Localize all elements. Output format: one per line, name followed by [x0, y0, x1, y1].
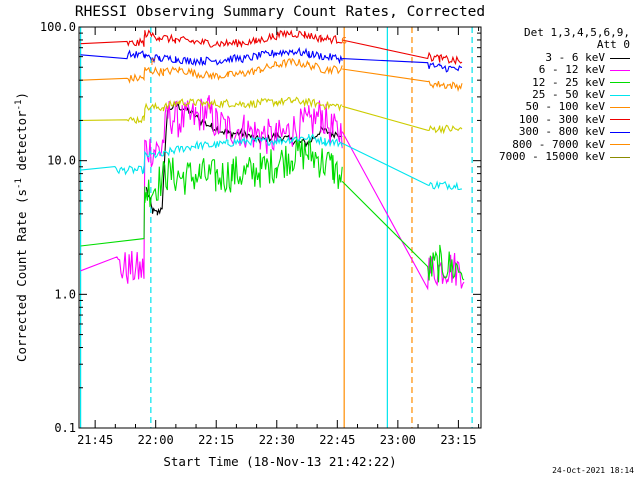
- y-axis-label: Corrected Count Rate (s-1 detector-1): [14, 92, 29, 362]
- x-tick-label-2: 22:15: [198, 433, 234, 447]
- y-tick-label-2: 10.0: [47, 154, 76, 168]
- y-tick-label-0: 0.1: [54, 421, 76, 435]
- legend-label: 300 - 800 keV: [518, 125, 605, 139]
- x-tick-label-0: 21:45: [77, 433, 113, 447]
- annotation-0: F: [150, 58, 155, 68]
- x-tick-label-5: 23:00: [380, 433, 416, 447]
- legend-entry: 7000 - 15000 keV: [470, 149, 630, 163]
- legend-header-2: Att 0: [596, 38, 630, 52]
- legend-entry: 300 - 800 keV: [470, 125, 630, 139]
- legend-label: 6 - 12 keV: [538, 63, 605, 77]
- legend-swatch: [610, 57, 630, 59]
- series-line-5: [80, 58, 463, 92]
- x-tick-label-6: 23:15: [440, 433, 476, 447]
- legend-swatch: [610, 82, 630, 84]
- legend-entry: 6 - 12 keV: [470, 63, 630, 77]
- x-tick-label-4: 22:45: [319, 433, 355, 447]
- annotation-1: G: [341, 37, 346, 47]
- x-tick-label-3: 22:30: [259, 433, 295, 447]
- legend-label: 7000 - 15000 keV: [499, 149, 605, 163]
- legend-swatch: [610, 144, 630, 146]
- y-tick-label-3: 100.0: [40, 20, 76, 34]
- legend-swatch: [610, 131, 630, 133]
- legend: Det 1,3,4,5,6,9, Att 0 3 - 6 keV 6 - 12 k…: [470, 26, 630, 163]
- legend-swatch: [610, 119, 630, 121]
- y-tick-label-1: 1.0: [54, 287, 76, 301]
- legend-label: 25 - 50 keV: [532, 87, 605, 101]
- legend-label: 50 - 100 keV: [525, 100, 605, 114]
- legend-label: 100 - 300 keV: [518, 112, 605, 126]
- series-line-6: [80, 46, 463, 73]
- legend-entry: 100 - 300 keV: [470, 112, 630, 126]
- chart-title: RHESSI Observing Summary Count Rates, Co…: [75, 4, 485, 20]
- legend-label: 3 - 6 keV: [545, 50, 605, 64]
- legend-entry: 3 - 6 keV: [470, 50, 630, 64]
- legend-entry: 12 - 25 keV: [470, 75, 630, 89]
- timestamp-footer: 24-Oct-2021 18:14: [552, 466, 634, 475]
- plot-frame: [78, 26, 482, 429]
- series-line-3: [80, 133, 463, 191]
- legend-label: 800 - 7000 keV: [512, 137, 605, 151]
- series-line-9: [80, 29, 463, 66]
- x-axis-label: Start Time (18-Nov-13 21:42:22): [163, 454, 396, 469]
- legend-swatch: [610, 156, 630, 158]
- plot-area: FG: [80, 27, 473, 428]
- series-line-2: [80, 136, 465, 283]
- legend-entry: 50 - 100 keV: [470, 100, 630, 114]
- legend-entry: 800 - 7000 keV: [470, 137, 630, 151]
- legend-swatch: [610, 94, 630, 96]
- legend-entry: 25 - 50 keV: [470, 87, 630, 101]
- x-tick-label-1: 22:00: [138, 433, 174, 447]
- legend-swatch: [610, 107, 630, 109]
- legend-swatch: [610, 69, 630, 71]
- legend-label: 12 - 25 keV: [532, 75, 605, 89]
- legend-header-1: Det 1,3,4,5,6,9,: [524, 26, 630, 39]
- series-line-4: [80, 96, 463, 135]
- axes: 0.1 1.0 10.0 100.0 21:45 22:00 22:15 22:30 22:45…: [40, 20, 481, 447]
